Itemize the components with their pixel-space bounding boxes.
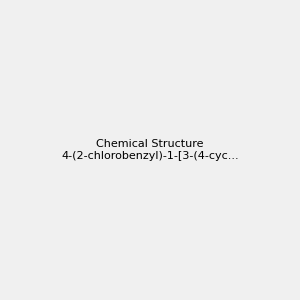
- Text: Chemical Structure
4-(2-chlorobenzyl)-1-[3-(4-cyc...: Chemical Structure 4-(2-chlorobenzyl)-1-…: [61, 139, 239, 161]
